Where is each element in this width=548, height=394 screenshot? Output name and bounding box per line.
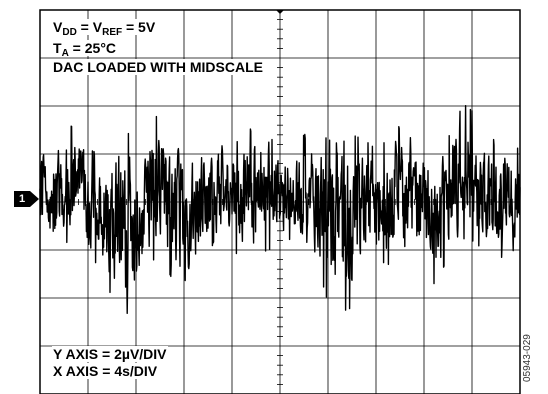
vref-v: = V xyxy=(76,19,103,35)
temperature-annotation: TA = 25°C xyxy=(52,40,118,59)
y-axis-scale: Y AXIS = 2µV/DIV xyxy=(52,346,168,362)
channel-number: 1 xyxy=(14,191,30,207)
figure-id: 05943-029 xyxy=(522,334,533,382)
trigger-marker-icon xyxy=(276,10,284,14)
vdd-sub: DD xyxy=(62,27,77,38)
arrow-right-icon xyxy=(30,191,39,207)
channel-1-marker: 1 xyxy=(14,191,42,207)
supply-value: = 5V xyxy=(122,19,156,35)
dac-load-annotation: DAC LOADED WITH MIDSCALE xyxy=(52,59,264,75)
noise-trace-line xyxy=(39,104,521,315)
x-axis-scale: X AXIS = 4s/DIV xyxy=(52,363,159,379)
vdd-v: V xyxy=(53,19,63,35)
noise-trace xyxy=(39,104,521,315)
supply-annotation: VDD = VREF = 5V xyxy=(52,19,157,38)
vref-sub: REF xyxy=(102,27,123,38)
ta-value: = 25°C xyxy=(68,40,117,56)
ta-sub: A xyxy=(61,48,69,59)
ta-t: T xyxy=(53,40,62,56)
